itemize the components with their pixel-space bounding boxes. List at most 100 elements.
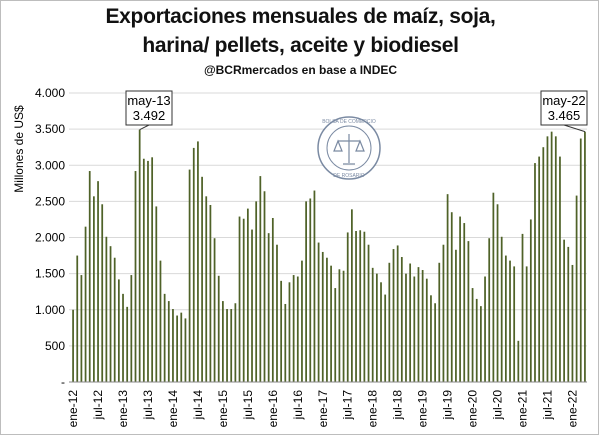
annotation-value: 3.465 bbox=[548, 108, 581, 123]
y-tick-label: 3.500 bbox=[35, 122, 65, 136]
bcr-logo-seal: BOLSA DE COMERCIO DE ROSARIO bbox=[317, 116, 381, 180]
bar bbox=[471, 288, 474, 382]
bar bbox=[213, 238, 216, 382]
bar bbox=[234, 303, 237, 382]
bar bbox=[180, 312, 183, 382]
bar bbox=[317, 242, 320, 382]
bar bbox=[217, 275, 220, 382]
bar bbox=[88, 171, 91, 382]
x-tick-label: ene-13 bbox=[116, 390, 130, 428]
bar bbox=[417, 267, 420, 382]
chart-title-line1: Exportaciones mensuales de maíz, soja, bbox=[105, 5, 496, 28]
bar bbox=[117, 279, 120, 382]
bar bbox=[72, 309, 74, 382]
x-tick-label: jul-17 bbox=[341, 390, 355, 421]
bar bbox=[134, 171, 137, 382]
bar bbox=[280, 280, 283, 382]
bar bbox=[267, 233, 270, 382]
bar bbox=[197, 141, 199, 382]
gridlines bbox=[69, 92, 587, 347]
bar bbox=[467, 241, 470, 382]
bar bbox=[504, 255, 507, 382]
bar bbox=[97, 181, 99, 382]
y-tick-label: 2.500 bbox=[35, 194, 65, 208]
bar bbox=[517, 340, 520, 382]
bar bbox=[496, 204, 499, 382]
y-tick-label: 1.500 bbox=[35, 267, 65, 281]
bar bbox=[138, 129, 141, 382]
bar bbox=[167, 301, 170, 382]
bar bbox=[529, 219, 532, 382]
bar bbox=[563, 239, 565, 382]
bar bbox=[584, 131, 586, 382]
bar bbox=[351, 209, 353, 382]
bar bbox=[76, 255, 79, 382]
bar bbox=[105, 236, 108, 382]
y-tick-label: 1.000 bbox=[35, 303, 65, 317]
bar bbox=[288, 282, 291, 382]
annotation-date: may-22 bbox=[542, 93, 585, 108]
x-tick-label: ene-15 bbox=[216, 390, 230, 428]
bar bbox=[525, 266, 528, 382]
bar bbox=[384, 294, 387, 382]
bar bbox=[392, 249, 395, 382]
x-tick-label: ene-22 bbox=[565, 390, 579, 428]
x-tick-label: ene-20 bbox=[466, 390, 480, 428]
bar bbox=[492, 192, 495, 382]
bar bbox=[292, 275, 295, 382]
annotation-date: may-13 bbox=[127, 93, 170, 108]
bar bbox=[338, 269, 341, 382]
bar bbox=[122, 293, 124, 382]
bar bbox=[388, 262, 391, 382]
bar bbox=[409, 263, 412, 382]
bar bbox=[226, 309, 228, 382]
bar bbox=[313, 190, 316, 382]
bar bbox=[284, 303, 287, 382]
bar bbox=[192, 147, 195, 382]
bar bbox=[251, 229, 253, 382]
bar bbox=[142, 158, 145, 382]
bar bbox=[559, 156, 561, 382]
x-tick-label: jul-13 bbox=[141, 390, 155, 421]
bar bbox=[446, 194, 449, 382]
bar bbox=[346, 232, 349, 382]
bar bbox=[542, 147, 545, 382]
x-tick-label: jul-12 bbox=[91, 390, 105, 421]
bar bbox=[342, 270, 345, 382]
bar bbox=[151, 157, 154, 382]
bar bbox=[438, 262, 441, 382]
bar bbox=[263, 191, 266, 382]
bar bbox=[321, 251, 324, 382]
y-axis-label: Millones de US$ bbox=[12, 105, 26, 193]
bar bbox=[534, 163, 536, 382]
y-tick-label: 3.000 bbox=[35, 158, 65, 172]
bar bbox=[80, 275, 83, 382]
bar bbox=[380, 282, 382, 382]
annotation-leader bbox=[139, 124, 150, 131]
svg-text:DE ROSARIO: DE ROSARIO bbox=[333, 173, 365, 179]
bar bbox=[513, 266, 516, 382]
bar bbox=[84, 226, 87, 382]
bar bbox=[246, 208, 249, 382]
bar bbox=[172, 309, 174, 382]
bar bbox=[209, 204, 212, 382]
bar bbox=[201, 176, 203, 382]
x-tick-label: ene-21 bbox=[516, 390, 530, 428]
bar bbox=[463, 223, 466, 382]
x-tick-label: ene-16 bbox=[266, 390, 280, 428]
bar bbox=[554, 136, 557, 382]
annotation-box bbox=[125, 90, 173, 126]
bar bbox=[130, 275, 133, 382]
annotation-leader bbox=[563, 124, 586, 133]
bar bbox=[101, 204, 104, 382]
y-tick-label: - bbox=[61, 375, 65, 389]
bar bbox=[147, 160, 149, 382]
x-tick-label: jul-15 bbox=[241, 390, 255, 421]
bar bbox=[163, 293, 166, 382]
svg-text:BOLSA DE COMERCIO: BOLSA DE COMERCIO bbox=[322, 119, 376, 125]
y-tick-label: 500 bbox=[45, 339, 65, 353]
bar bbox=[480, 306, 482, 382]
bar bbox=[184, 318, 187, 382]
bar bbox=[326, 257, 328, 382]
